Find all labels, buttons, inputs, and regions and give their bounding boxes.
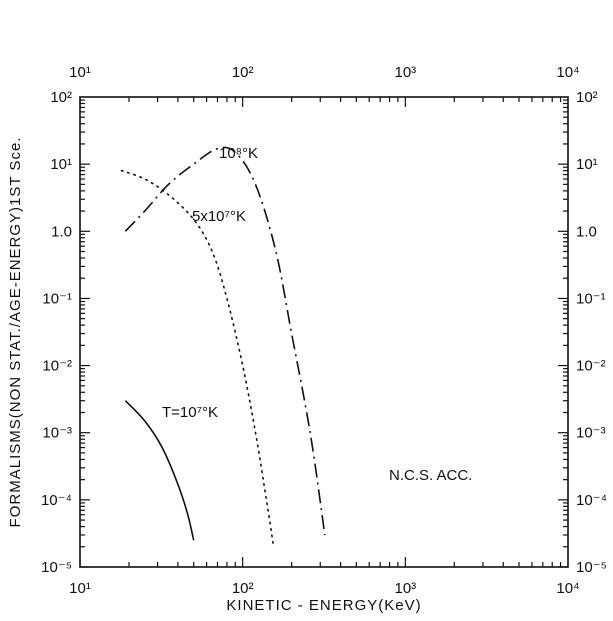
x-tick-label-top: 10¹ (69, 64, 91, 81)
x-tick-label: 10¹ (69, 580, 91, 597)
x-tick-label: 10² (232, 580, 254, 597)
y-tick-label-right: 10⁻² (576, 358, 606, 375)
y-tick-label: 10⁻² (42, 358, 72, 375)
x-axis-label: KINETIC - ENERGY(KeV) (226, 597, 421, 614)
y-tick-label: 10⁻³ (42, 425, 72, 442)
x-tick-label-top: 10³ (394, 64, 416, 81)
y-tick-label: 10⁻⁵ (41, 559, 72, 576)
tick-marks (79, 97, 568, 568)
series-line-solid (124, 400, 195, 541)
series-label-5e7K: 5x10⁷°K (192, 208, 246, 225)
series-line-dashdot (124, 146, 326, 536)
tick-labels: 10¹ 10¹ 10² 10² 10³ 10³ 10⁴ 10⁴ 10² 10² 10¹ 10¹ 1.0 1… (41, 64, 607, 597)
y-tick-label-right: 1.0 (576, 223, 597, 240)
y-tick-label: 1.0 (51, 223, 72, 240)
y-tick-label: 10² (50, 89, 72, 106)
y-tick-label: 10⁻⁴ (41, 492, 72, 509)
y-tick-label-right: 10⁻¹ (576, 290, 606, 307)
annotation-ncs-acc: N.C.S. ACC. (389, 467, 472, 484)
series-line-dotted (120, 169, 275, 548)
series-label-1e8K: 10⁸°K (219, 145, 258, 162)
y-tick-label-right: 10¹ (576, 156, 598, 173)
plot-frame (79, 96, 569, 568)
y-tick-label-right: 10⁻⁵ (576, 559, 607, 576)
y-tick-label-right: 10⁻⁴ (576, 492, 607, 509)
series-layer (120, 146, 326, 548)
y-tick-label-right: 10⁻³ (576, 425, 606, 442)
x-tick-label-top: 10² (232, 64, 254, 81)
x-tick-label: 10³ (394, 580, 416, 597)
x-tick-label-top: 10⁴ (556, 64, 579, 81)
x-tick-label: 10⁴ (556, 580, 579, 597)
y-axis-label: FORMALISMS(NON STAT./AGE-ENERGY)1ST Sce. (7, 137, 24, 528)
y-tick-label: 10¹ (50, 156, 72, 173)
series-label-1e7K: T=10⁷°K (162, 404, 218, 421)
y-tick-label-right: 10² (576, 89, 598, 106)
y-tick-label: 10⁻¹ (42, 290, 72, 307)
